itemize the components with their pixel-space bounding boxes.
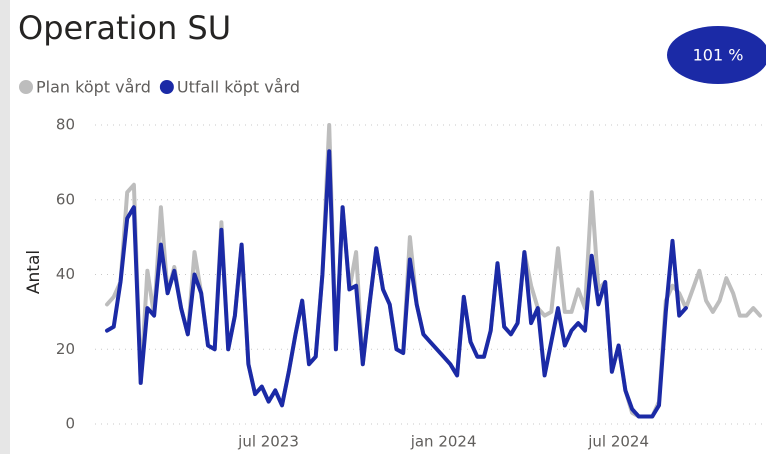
series-line	[105, 149, 688, 419]
legend: Plan köpt vård Utfall köpt vård	[19, 78, 300, 97]
badge	[667, 26, 766, 84]
legend-label: Plan köpt vård	[36, 78, 151, 97]
legend-label: Utfall köpt vård	[177, 78, 300, 97]
y-tick-label: 40	[56, 265, 75, 283]
y-axis-label: Antal	[24, 250, 44, 294]
y-tick-label: 0	[65, 415, 75, 433]
legend-marker	[19, 80, 33, 94]
y-tick-label: 60	[56, 190, 75, 208]
side-strip	[0, 0, 10, 454]
x-tick-label: jul 2024	[587, 433, 649, 451]
chart-title: Operation SU	[18, 9, 231, 47]
x-tick-label: jan 2024	[410, 433, 477, 451]
badge-text: 101 %	[693, 46, 744, 65]
y-tick-label: 20	[56, 340, 75, 358]
x-tick-label: jul 2023	[237, 433, 299, 451]
y-tick-label: 80	[56, 116, 75, 134]
legend-marker	[159, 80, 174, 94]
